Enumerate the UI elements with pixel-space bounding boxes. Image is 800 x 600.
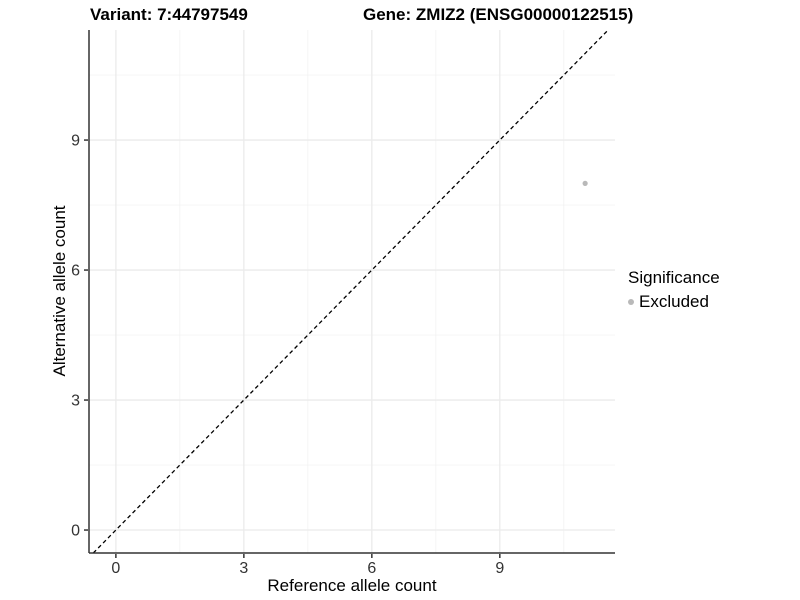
x-tick-label: 9 (495, 560, 504, 577)
identity-reference-line (92, 29, 609, 554)
legend-key-dot (628, 298, 634, 305)
y-tick-label: 3 (71, 393, 80, 410)
legend-entry: Excluded (628, 291, 720, 312)
y-axis-title: Alternative allele count (50, 205, 69, 377)
x-axis-title: Reference allele count (267, 576, 437, 595)
y-tick-label: 6 (71, 263, 80, 280)
legend: Significance Excluded (628, 268, 720, 312)
x-tick-label: 6 (367, 560, 376, 577)
y-tick-label: 9 (71, 133, 80, 150)
variant-title: Variant: 7:44797549 (90, 5, 248, 24)
legend-entries: Excluded (628, 291, 720, 312)
data-point (582, 180, 588, 186)
legend-title: Significance (628, 268, 720, 287)
x-tick-label: 0 (111, 560, 120, 577)
gene-title: Gene: ZMIZ2 (ENSG00000122515) (363, 5, 634, 24)
y-tick-label: 0 (71, 523, 80, 540)
legend-entry-label: Excluded (639, 291, 709, 311)
x-tick-label: 3 (239, 560, 248, 577)
